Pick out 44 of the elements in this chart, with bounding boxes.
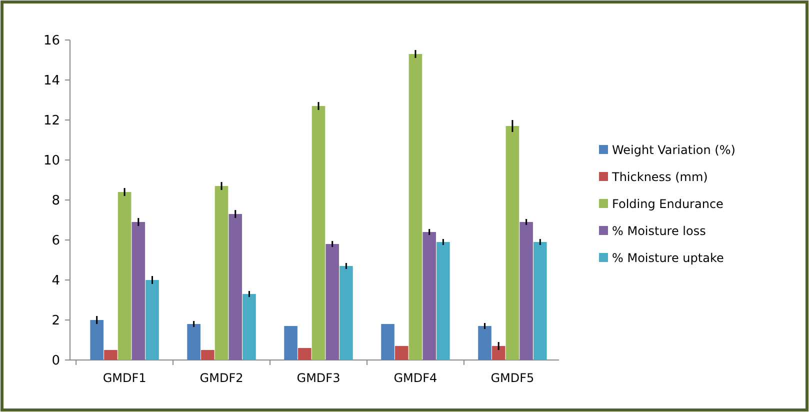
- y-tick-label: 8: [52, 194, 60, 209]
- bar: [520, 222, 533, 360]
- y-tick-label: 4: [52, 274, 60, 289]
- bar: [340, 266, 353, 360]
- legend-label: % Moisture loss: [612, 224, 706, 238]
- bar: [381, 324, 394, 360]
- x-tick-label: GMDF4: [394, 371, 438, 385]
- bar: [228, 214, 242, 360]
- bar: [187, 324, 200, 360]
- bar: [408, 54, 422, 360]
- y-tick-label: 16: [43, 34, 60, 49]
- y-tick-label: 12: [43, 114, 60, 129]
- legend-label: Weight Variation (%): [612, 143, 736, 158]
- bar: [326, 244, 340, 360]
- bar: [492, 346, 506, 360]
- bar: [146, 280, 159, 360]
- bar: [298, 348, 312, 360]
- y-tick-label: 0: [52, 354, 60, 369]
- y-tick-label: 2: [52, 314, 60, 329]
- y-tick-label: 6: [52, 234, 60, 249]
- bar: [312, 106, 326, 360]
- bar: [284, 326, 298, 360]
- x-tick-label: GMDF3: [296, 371, 340, 385]
- bar: [104, 350, 118, 360]
- bar: [118, 192, 132, 360]
- bar: [242, 294, 256, 360]
- bar: [478, 326, 492, 360]
- legend-label: Thickness (mm): [611, 170, 708, 184]
- legend-label: Folding Endurance: [612, 197, 724, 212]
- x-tick-label: GMDF1: [102, 371, 146, 385]
- bar: [132, 222, 146, 360]
- bar: [201, 350, 214, 360]
- x-tick-label: GMDF5: [490, 371, 534, 385]
- bar: [506, 126, 520, 360]
- y-tick-label: 14: [43, 74, 60, 89]
- y-tick-label: 10: [43, 154, 60, 169]
- legend-label: % Moisture uptake: [612, 251, 724, 266]
- bar: [422, 232, 436, 360]
- bar: [436, 242, 450, 360]
- x-tick-label: GMDF2: [200, 371, 244, 385]
- bar: [214, 186, 228, 360]
- bar: [394, 346, 408, 360]
- bar: [90, 320, 104, 360]
- bar: [534, 242, 547, 360]
